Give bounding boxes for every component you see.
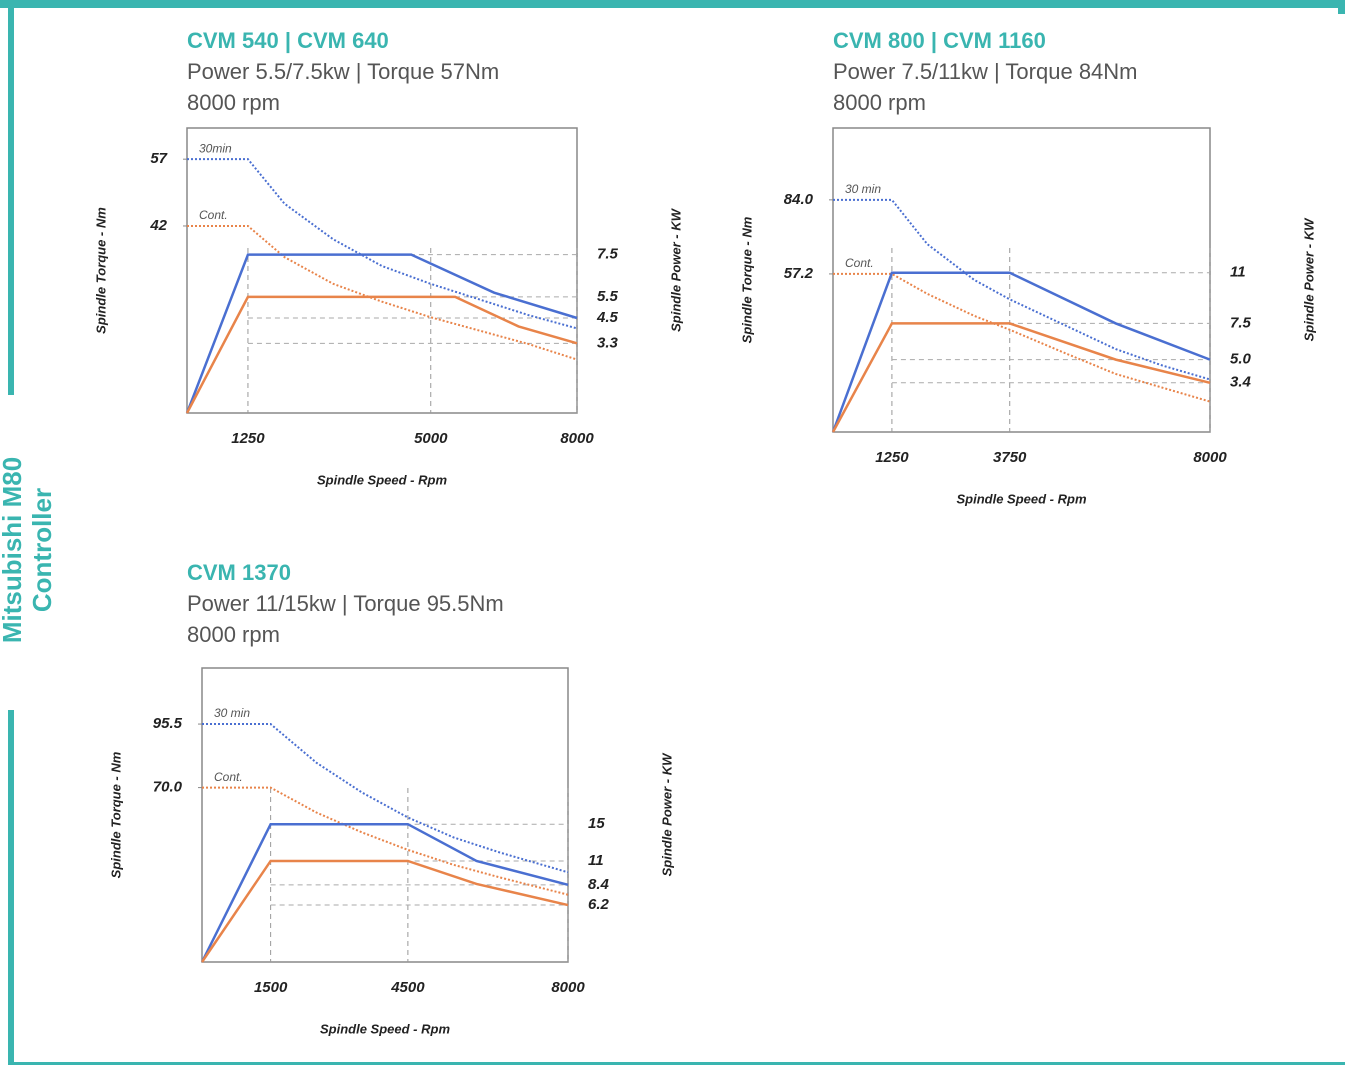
x-axis-label: Spindle Speed - Rpm bbox=[320, 1021, 450, 1036]
series-line bbox=[185, 253, 578, 414]
series-label: 30min bbox=[199, 141, 232, 155]
y-axis-label: Spindle Torque - Nm bbox=[93, 207, 108, 334]
x-axis-label: Spindle Speed - Rpm bbox=[317, 472, 447, 487]
bottom-border bbox=[8, 1062, 1345, 1065]
chart-subtitle: 8000 rpm bbox=[187, 622, 280, 647]
x-tick-label: 3750 bbox=[993, 449, 1027, 466]
corner-border bbox=[1338, 0, 1345, 14]
plot-area bbox=[832, 127, 1211, 433]
series-line bbox=[833, 198, 1211, 381]
plot-area bbox=[186, 127, 578, 414]
x-axis-label: Spindle Speed - Rpm bbox=[956, 491, 1086, 506]
y2-tick-label: 5.5 bbox=[597, 288, 619, 305]
x-tick-label: 8000 bbox=[560, 430, 594, 447]
x-tick-label: 8000 bbox=[551, 979, 585, 996]
left-border bbox=[8, 0, 14, 395]
x-tick-label: 5000 bbox=[414, 430, 448, 447]
series-line bbox=[200, 822, 569, 963]
series-line bbox=[185, 295, 578, 414]
series-label: 30 min bbox=[214, 706, 250, 720]
series-line bbox=[831, 322, 1211, 433]
y2-tick-label: 3.3 bbox=[597, 334, 619, 351]
y2-tick-label: 5.0 bbox=[1230, 351, 1252, 368]
series-label: 30 min bbox=[845, 182, 881, 196]
series-label: Cont. bbox=[214, 770, 243, 784]
chart-subtitle: 8000 rpm bbox=[187, 90, 280, 115]
chart-subtitle: 8000 rpm bbox=[833, 90, 926, 115]
series-line bbox=[833, 272, 1211, 403]
top-border bbox=[0, 0, 1345, 8]
chart-subtitle: Power 11/15kw | Torque 95.5Nm bbox=[187, 591, 504, 616]
y-tick-label: 42 bbox=[149, 217, 167, 234]
plot-area bbox=[201, 667, 569, 963]
x-tick-label: 1250 bbox=[875, 449, 909, 466]
y2-tick-label: 11 bbox=[1230, 264, 1246, 281]
y2-axis-label: Spindle Power - KW bbox=[668, 207, 683, 332]
sidebar-label: Mitsubishi M80 bbox=[0, 457, 27, 643]
y2-tick-label: 4.5 bbox=[596, 309, 619, 326]
chart-subtitle: Power 5.5/7.5kw | Torque 57Nm bbox=[187, 59, 499, 84]
series-line bbox=[202, 786, 569, 896]
series-label: Cont. bbox=[845, 256, 874, 270]
sidebar-label: Controller bbox=[27, 488, 57, 612]
series-line bbox=[200, 859, 569, 963]
left-border bbox=[8, 710, 14, 1065]
y2-tick-label: 11 bbox=[588, 852, 604, 869]
series-label: Cont. bbox=[199, 208, 228, 222]
y2-axis-label: Spindle Power - KW bbox=[1301, 217, 1316, 342]
y-tick-label: 84.0 bbox=[784, 191, 814, 208]
y2-axis-label: Spindle Power - KW bbox=[659, 752, 674, 877]
y-tick-label: 95.5 bbox=[153, 715, 183, 732]
x-tick-label: 8000 bbox=[1193, 449, 1227, 466]
y-tick-label: 57.2 bbox=[784, 265, 814, 282]
y-tick-label: 57 bbox=[150, 150, 167, 167]
y2-tick-label: 15 bbox=[588, 815, 605, 832]
y-axis-label: Spindle Torque - Nm bbox=[739, 216, 754, 343]
y2-tick-label: 7.5 bbox=[1230, 314, 1252, 331]
y2-tick-label: 7.5 bbox=[597, 246, 619, 263]
series-line bbox=[831, 271, 1211, 433]
y2-tick-label: 6.2 bbox=[588, 896, 610, 913]
chart-title: CVM 1370 bbox=[187, 560, 291, 585]
y-axis-label: Spindle Torque - Nm bbox=[108, 751, 123, 878]
y2-tick-label: 3.4 bbox=[1230, 374, 1252, 391]
chart-subtitle: Power 7.5/11kw | Torque 84Nm bbox=[833, 59, 1138, 84]
x-tick-label: 4500 bbox=[390, 979, 425, 996]
chart-title: CVM 540 | CVM 640 bbox=[187, 28, 389, 53]
x-tick-label: 1250 bbox=[231, 430, 265, 447]
y2-tick-label: 8.4 bbox=[588, 876, 610, 893]
chart-title: CVM 800 | CVM 1160 bbox=[833, 28, 1046, 53]
x-tick-label: 1500 bbox=[254, 979, 288, 996]
series-line bbox=[187, 224, 578, 361]
series-line bbox=[202, 723, 569, 874]
series-line bbox=[187, 158, 578, 330]
y-tick-label: 70.0 bbox=[153, 779, 183, 796]
